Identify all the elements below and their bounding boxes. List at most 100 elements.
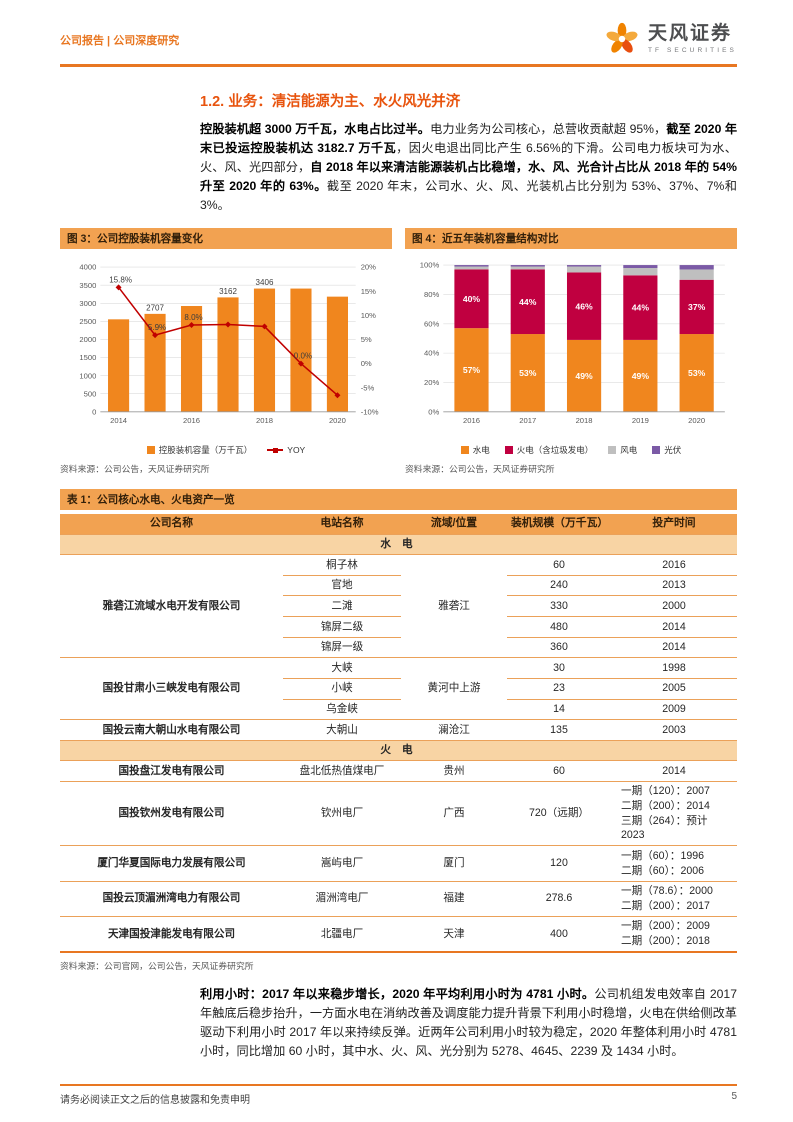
structure-chart: 0% 20% 40% 60% 80% 100% 57% 40% 2016 53% 44% 2017 49… [420,261,725,425]
company-cell: 国投云南大朝山水电有限公司 [60,719,283,741]
capacity-cell: 330 [507,595,611,617]
station-cell: 嵩屿电厂 [283,845,401,882]
year-cell: 1998 [611,657,737,679]
stack-segment [623,275,658,341]
svg-text:60%: 60% [424,320,439,329]
bar-value-label: 3162 [219,287,237,296]
capacity-cell: 60 [507,554,611,576]
capacity-cell: 30 [507,657,611,679]
figures-row: 图 3：公司控股装机容量变化 0 500 1000 1500 2000 2500 3000 3… [60,228,737,475]
stack-segment [566,266,602,273]
svg-text:2000: 2000 [79,335,96,344]
year-cell: 2005 [611,677,737,700]
yoy-value-label: 8.0% [184,313,202,322]
capacity-cell: 135 [507,719,611,741]
station-cell: 湄洲湾电厂 [283,880,401,917]
stack-segment [623,268,658,276]
body-text: 截至 2020 年末，公司水、火、风、光装机占比分别为 53%、37%、7%和 … [200,179,737,213]
station-cell: 大峡 [283,657,401,679]
capacity-bar [180,306,203,412]
year-cell: 2000 [611,595,737,617]
svg-text:20%: 20% [361,263,376,272]
year-cell: 2003 [611,719,737,741]
capacity-cell: 400 [507,915,611,953]
yoy-marker [334,392,341,399]
station-cell: 钦州电厂 [283,780,401,846]
table-block: 表 1：公司核心水电、火电资产一览 公司名称 电站名称 流域/位置 装机规模（万千瓦）… [60,489,737,972]
brand-text: 天风证券 TF SECURITIES [647,22,737,55]
svg-text:500: 500 [84,390,97,399]
company-cell: 国投钦州发电有限公司 [60,780,283,846]
body-text: 公司机组发电效率自 2017 年触底后稳步抬升，一方面水电在消纳改善及调度能力提… [200,987,737,1059]
svg-text:2019: 2019 [632,416,649,425]
station-cell: 桐子林 [283,554,401,576]
legend-item: YOY [267,444,305,456]
segment-label: 57% [463,365,481,375]
stack-segment [510,269,545,335]
svg-text:2017: 2017 [519,416,536,425]
figure-4: 图 4：近五年装机容量结构对比 0% 20% 40% 60% 80% 100% 57% 40%… [405,228,737,475]
column-header: 投产时间 [611,514,737,535]
table-row: 雅砻江流域水电开发有限公司 桐子林 雅砻江 60 2016 [60,554,737,658]
body-text: 电力业务为公司核心，总营收贡献超 95%， [430,122,667,136]
stack-segment [623,265,658,269]
column-header: 电站名称 [283,514,401,535]
section-title: 1.2. 业务：清洁能源为主、水火风光并济 [200,94,461,110]
breadcrumb: 公司报告 | 公司深度研究 [60,35,180,47]
station-cell: 锦屏一级 [283,636,401,658]
footer-rule [60,1084,737,1086]
legend-swatch [146,446,155,455]
bold-text: 控股装机超 3000 万千瓦，水电占比过半。 [200,122,431,136]
location-cell: 广西 [401,780,507,846]
svg-text:10%: 10% [361,311,376,320]
capacity-cell: 240 [507,574,611,596]
svg-text:4000: 4000 [79,263,96,272]
segment-label: 37% [688,302,706,312]
header-rule [60,64,737,67]
company-cell: 雅砻江流域水电开发有限公司 [60,554,283,658]
location-cell: 雅砻江 [401,554,507,658]
bar-value-label: 2707 [146,304,164,313]
station-cell: 官地 [283,574,401,596]
station-cell: 乌金峡 [283,698,401,720]
legend-swatch [652,446,661,455]
stack-segment [679,269,714,280]
year-cell: 2014 [611,760,737,782]
yoy-value-label: 0.0% [294,352,312,361]
svg-text:3000: 3000 [79,299,96,308]
station-cell: 盘北低热值煤电厂 [283,760,401,782]
table-row: 国投云南大朝山水电有限公司 大朝山 澜沧江 135 2003 [60,719,737,741]
table-row: 官地 240 2013 [60,574,737,596]
table-row: 天津国投津能发电有限公司 北疆电厂 天津 400 一期（200）：2009 二期（200）… [60,915,737,953]
svg-text:15%: 15% [361,287,376,296]
location-cell: 黄河中上游 [401,657,507,720]
segment-label: 44% [632,303,650,313]
svg-text:-5%: -5% [361,383,375,392]
column-header: 流域/位置 [401,514,507,535]
year-cell: 2016 [611,554,737,576]
capacity-cell: 278.6 [507,880,611,917]
year-cell: 2014 [611,636,737,658]
station-cell: 小峡 [283,677,401,700]
figure-4-legend: 水电 火电（含垃圾发电） 风电 光伏 [405,444,737,456]
capacity-bar [217,297,239,412]
footer-disclaimer: 请务必阅读正文之后的信息披露和免责申明 [60,1095,250,1106]
brand-name: 天风证券 [647,22,732,44]
figure-3-source: 资料来源：公司公告，天风证券研究所 [60,464,210,475]
year-cell: 2014 [611,616,737,638]
figure-3-caption: 图 3：公司控股装机容量变化 [60,228,392,250]
location-cell: 澜沧江 [401,719,507,741]
svg-text:2018: 2018 [576,416,593,425]
intro-paragraph: 控股装机超 3000 万千瓦，水电占比过半。电力业务为公司核心，总营收贡献超 9… [200,120,737,215]
svg-text:40%: 40% [424,349,439,358]
segment-label: 53% [519,368,537,378]
svg-text:2018: 2018 [256,416,273,425]
capacity-cell: 360 [507,636,611,658]
svg-text:2020: 2020 [329,416,346,425]
year-cell: 一期（120）：2007 二期（200）：2014 三期（264）：预计 2023 [611,780,737,846]
asset-table: 公司名称 电站名称 流域/位置 装机规模（万千瓦） 投产时间水 电雅砻江流域水电开发有限… [60,514,737,954]
svg-text:0%: 0% [428,408,439,417]
station-cell: 大朝山 [283,719,401,741]
column-header: 装机规模（万千瓦） [507,514,611,535]
stack-segment [454,265,489,267]
